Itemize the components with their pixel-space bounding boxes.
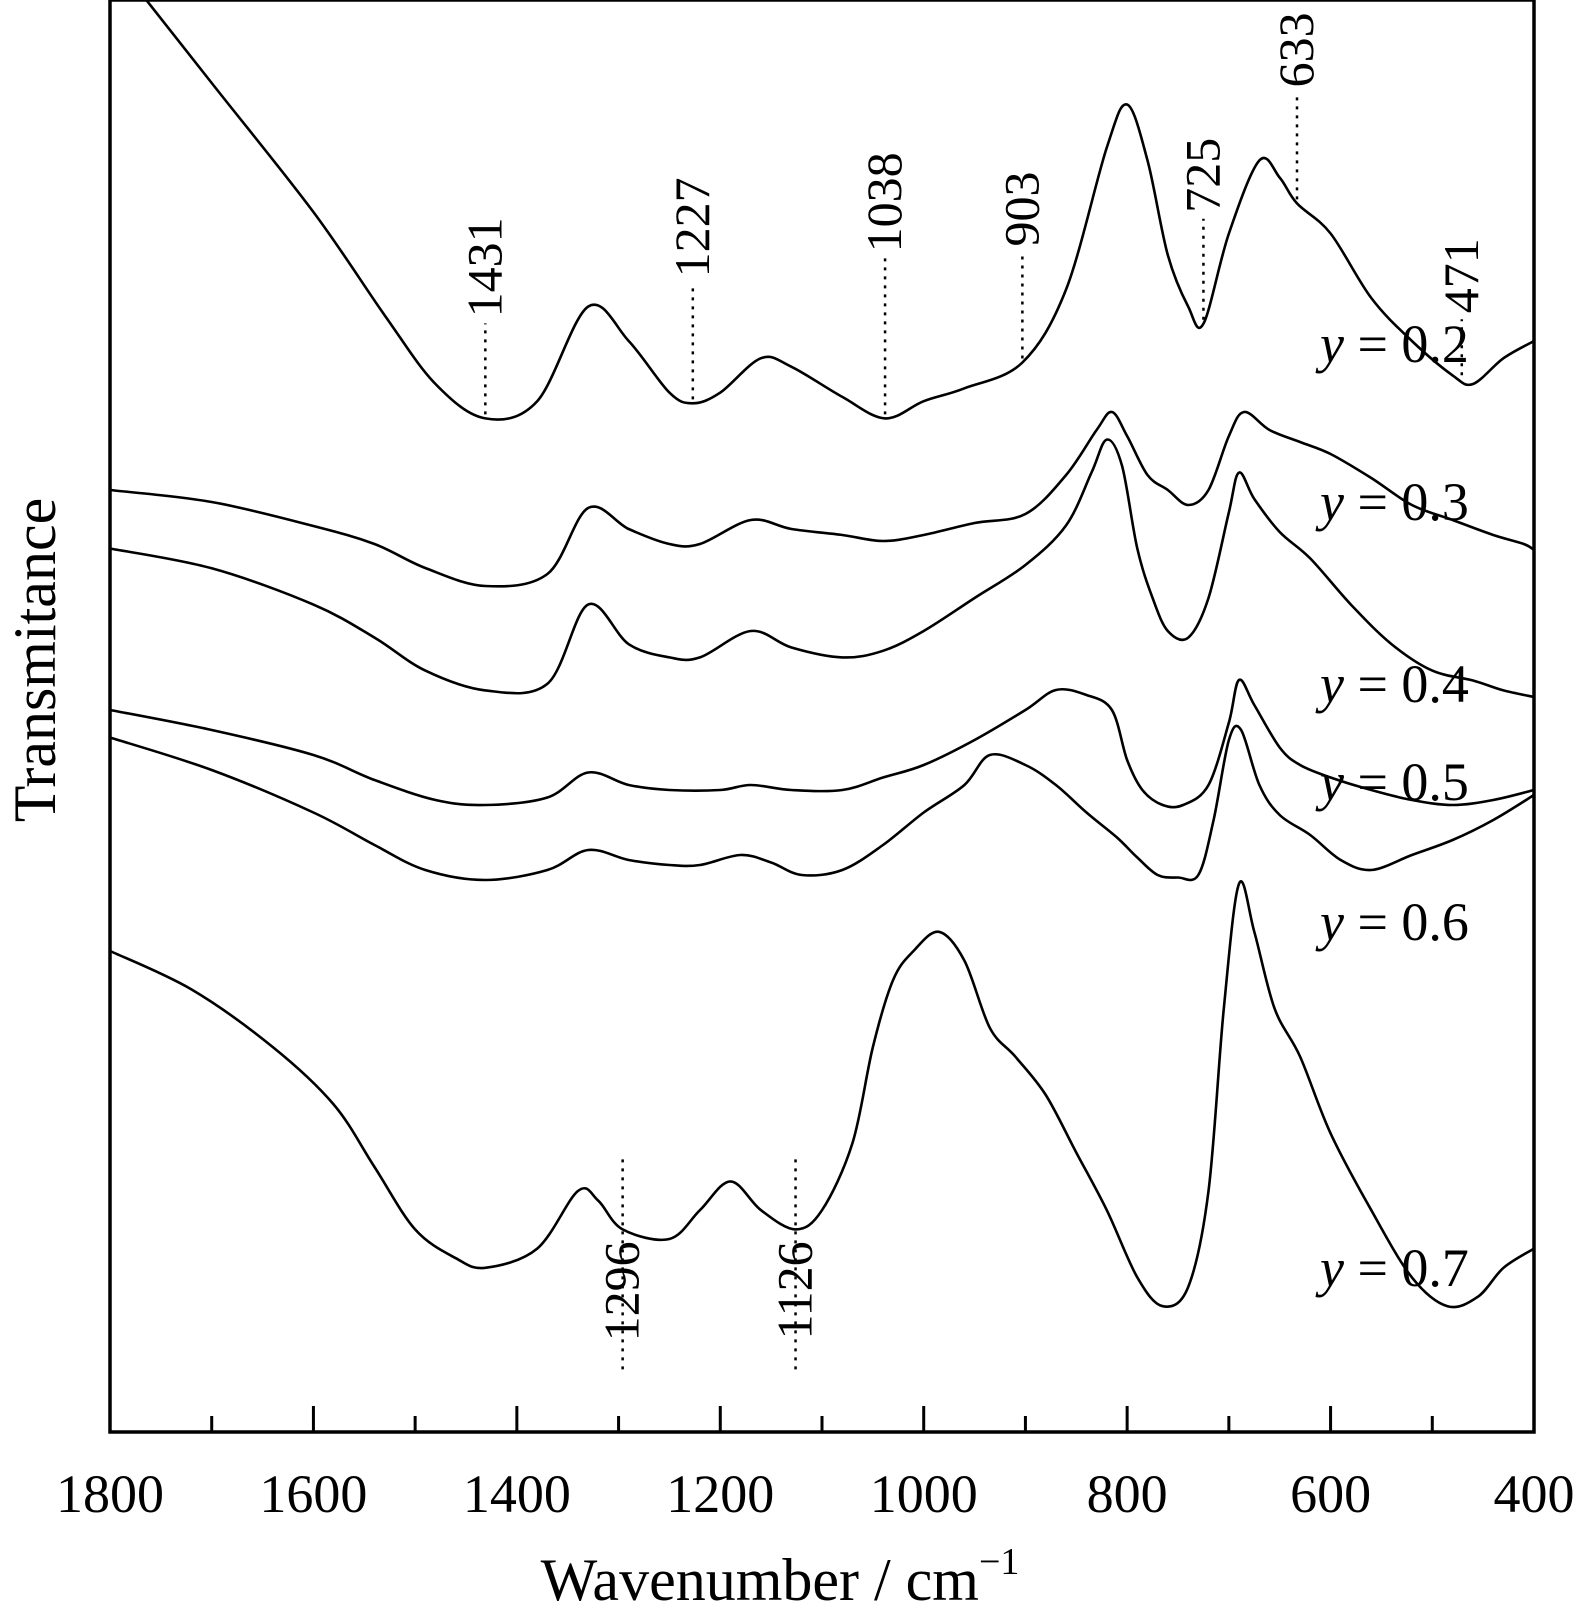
x-tick-label: 1600 [259,1464,367,1524]
peak-label: 1431 [456,217,512,317]
series-label: y = 0.5 [1315,752,1469,812]
spectra-lines [109,0,1535,1309]
peak-label: 903 [993,172,1049,247]
x-axis-tick-labels: 1800 1600 1400 1200 1000 800 600 400 [56,1464,1575,1524]
x-tick-label: 1200 [666,1464,774,1524]
spectrum-line-2 [109,438,1535,699]
peak-label: 1126 [767,1241,823,1339]
x-tick-label: 800 [1087,1464,1168,1524]
spectrum-line-3 [109,678,1535,809]
series-labels: y = 0.2 y = 0.3 y = 0.4 y = 0.5 y = 0.6 y = 0… [1315,314,1469,1298]
spectrum-line-5 [109,880,1535,1309]
spectrum-line-1 [109,410,1535,588]
x-axis-ticks [108,1406,1536,1432]
x-tick-label: 400 [1494,1464,1575,1524]
x-tick-label: 1000 [870,1464,978,1524]
x-tick-label: 1400 [463,1464,571,1524]
peak-markers: 1431 1227 1038 903 725 633 471 1296 1126 [456,12,1489,1370]
series-label: y = 0.6 [1315,892,1469,952]
plot-frame [108,0,1536,1434]
peak-label: 1038 [856,152,912,252]
peak-label: 633 [1268,12,1324,87]
spectrum-line-4 [109,724,1535,882]
x-axis-title: Wavenumber / cm−1 [541,1541,1020,1613]
series-label: y = 0.3 [1315,472,1469,532]
series-label: y = 0.4 [1315,654,1469,714]
peak-label: 1296 [594,1241,650,1341]
peak-label: 1227 [664,177,720,277]
series-label: y = 0.7 [1315,1238,1469,1298]
peak-label: 471 [1433,238,1489,313]
peak-label: 725 [1174,138,1230,213]
spectrum-line-0 [144,0,1535,421]
x-tick-label: 600 [1290,1464,1371,1524]
x-tick-label: 1800 [56,1464,164,1524]
series-label: y = 0.2 [1315,314,1469,374]
y-axis-title: Transmitance [2,498,68,822]
